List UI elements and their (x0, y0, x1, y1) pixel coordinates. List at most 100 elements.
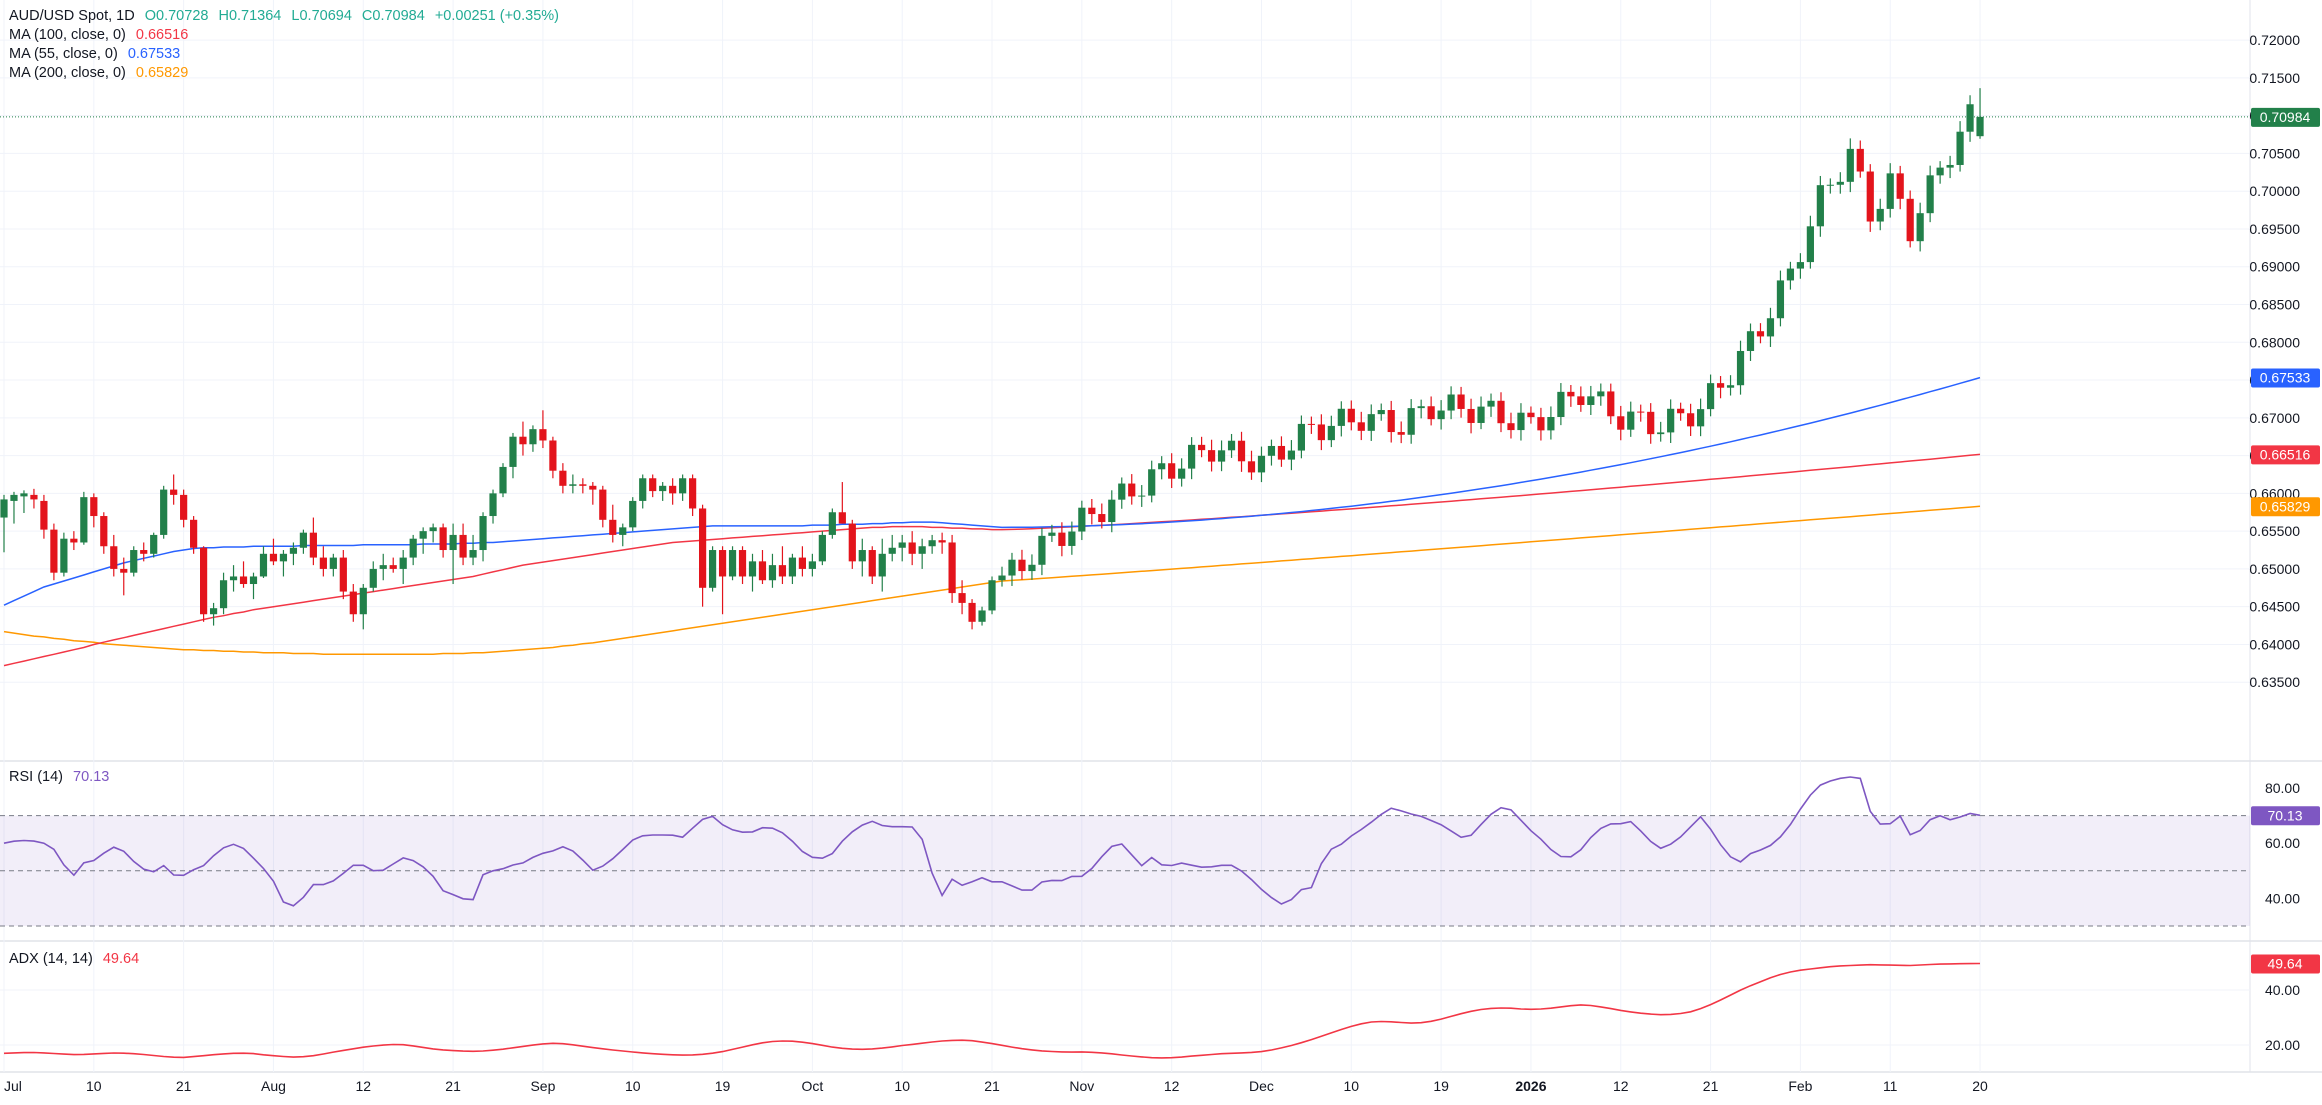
candle-body (1407, 408, 1415, 435)
candle-body (219, 580, 228, 609)
candle-body (1607, 391, 1615, 417)
candle-body (160, 489, 168, 535)
candle-body (359, 587, 367, 615)
candle-body (50, 529, 58, 573)
candle-body (1647, 411, 1655, 435)
candle-body (629, 500, 637, 528)
price-axis-label: 0.69500 (2249, 221, 2300, 237)
candle-body (269, 553, 278, 562)
candle-body (1247, 461, 1256, 473)
candle-body (90, 497, 98, 517)
candle-body (808, 561, 816, 569)
candle-body (1138, 495, 1146, 497)
candle-body (968, 602, 976, 622)
rsi-value: 70.13 (73, 769, 110, 785)
candle-body (140, 550, 148, 554)
candle-body (1287, 450, 1296, 460)
ma100-value: 0.66516 (135, 27, 189, 43)
candle-body (1806, 226, 1814, 263)
candle-body (1617, 416, 1625, 430)
price-axis-label: 0.67000 (2249, 410, 2300, 426)
candle-body (669, 485, 677, 494)
candle-body (1078, 507, 1086, 532)
candle-body (768, 565, 777, 581)
candle-body (1207, 450, 1216, 462)
candle-body (120, 568, 128, 573)
rsi-label: RSI (14) (9, 769, 63, 785)
time-axis-label: 10 (86, 1078, 102, 1094)
candle-body (1237, 440, 1246, 462)
adx-legend[interactable]: ADX (14, 14) 49.64 (9, 951, 139, 967)
price-axis-label: 0.70000 (2249, 183, 2300, 199)
candle-body (1297, 423, 1305, 451)
candle-body (1726, 385, 1735, 388)
candle-body (1517, 412, 1525, 431)
candle-body (1467, 408, 1475, 423)
candle-body (728, 550, 737, 577)
candle-body (1677, 408, 1685, 414)
candle-body (788, 557, 797, 577)
candle-body (1906, 198, 1914, 242)
candle-body (1916, 213, 1924, 242)
candle-body (30, 494, 38, 500)
candle-body (599, 489, 607, 520)
candle-body (1028, 564, 1036, 572)
candle-body (1657, 432, 1665, 435)
time-axis-label: 21 (176, 1078, 192, 1094)
ma55-legend[interactable]: MA (55, close, 0) 0.67533 (9, 45, 186, 64)
candle-body (1098, 514, 1106, 523)
rsi-axis-tag (2251, 806, 2320, 826)
rsi-legend[interactable]: RSI (14) 70.13 (9, 769, 109, 785)
candle-body (1846, 148, 1854, 182)
candle-body (190, 519, 198, 548)
candle-body (1437, 410, 1445, 420)
candle-body (1188, 444, 1196, 469)
price-axis-label: 0.65500 (2249, 523, 2300, 539)
candle-body (349, 591, 357, 615)
candle-body (1158, 463, 1166, 470)
candle-body (1697, 409, 1705, 427)
candle-body (1527, 412, 1535, 418)
candle-body (439, 527, 447, 551)
candle-body (1557, 391, 1565, 417)
price-axis-tag-label: 0.65829 (2260, 498, 2311, 514)
ohlc-open: O0.70728 (144, 8, 209, 24)
candle-body (239, 576, 248, 585)
candle-body (978, 610, 986, 622)
price-axis-label: 0.63500 (2249, 674, 2300, 690)
candle-body (200, 547, 208, 615)
candle-body (689, 478, 697, 509)
candle-body (369, 568, 377, 588)
candle-body (1217, 450, 1226, 462)
ma200-value: 0.65829 (135, 65, 189, 81)
candle-body (1896, 173, 1904, 199)
candle-body (1487, 400, 1495, 407)
time-axis-label: Nov (1069, 1078, 1094, 1094)
candle-body (509, 436, 517, 467)
candle-body (1277, 445, 1286, 460)
candle-body (1497, 400, 1505, 424)
candle-body (918, 546, 926, 554)
candle-body (948, 542, 956, 594)
candle-body (1667, 408, 1675, 433)
candle-body (1417, 406, 1425, 409)
candle-body (1507, 423, 1515, 431)
rsi-axis-tag-label: 70.13 (2267, 807, 2302, 823)
price-axis-label: 0.71500 (2249, 70, 2300, 86)
adx-line (3, 962, 1981, 1059)
candle-body (1367, 414, 1375, 431)
ma200-legend[interactable]: MA (200, close, 0) 0.65829 (9, 64, 194, 83)
candle-body (309, 532, 317, 558)
ma100-legend[interactable]: MA (100, close, 0) 0.66516 (9, 26, 194, 45)
candle-body (110, 546, 118, 569)
candle-body (1856, 148, 1864, 172)
candle-body (10, 494, 18, 501)
candle-body (1128, 483, 1136, 497)
candle-body (998, 575, 1006, 581)
candle-body (319, 557, 327, 569)
candle-body (1776, 280, 1785, 319)
time-axis-label: 12 (1164, 1078, 1180, 1094)
ma55-line (3, 376, 1981, 606)
